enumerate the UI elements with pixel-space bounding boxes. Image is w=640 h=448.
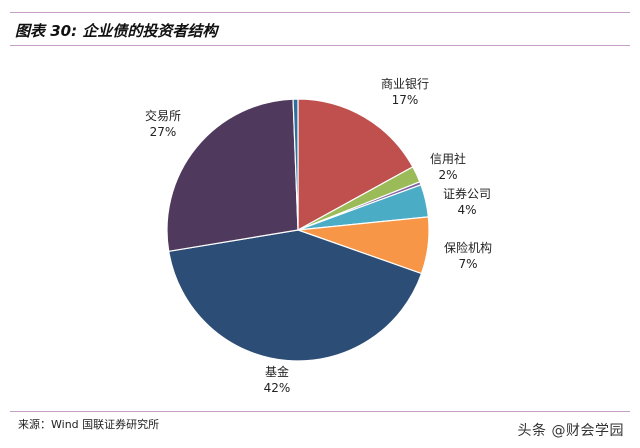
source-note: 来源：Wind 国联证券研究所 (18, 418, 160, 431)
label-securities-firms-name: 证券公司 (442, 187, 491, 201)
pie-slice-funds (168, 229, 423, 362)
pie-slice-exchange (166, 98, 299, 252)
label-commercial-banks-pct: 17% (391, 93, 419, 107)
label-insurers-name: 保险机构 (443, 241, 492, 255)
label-funds-name: 基金 (264, 365, 289, 379)
top-rule (10, 12, 630, 13)
label-funds: 基金 42% (252, 364, 302, 396)
label-insurers: 保险机构 7% (433, 240, 503, 272)
label-exchange-pct: 27% (149, 125, 177, 139)
title-rule (10, 45, 630, 46)
label-funds-pct: 42% (263, 381, 291, 395)
label-credit-unions: 信用社 2% (423, 151, 473, 183)
label-insurers-pct: 7% (458, 257, 478, 271)
pie-slice-commercial-banks (297, 98, 414, 232)
label-commercial-banks: 商业银行 17% (370, 76, 440, 108)
label-credit-unions-pct: 2% (438, 168, 458, 182)
label-exchange-name: 交易所 (144, 109, 181, 123)
label-credit-unions-name: 信用社 (429, 152, 466, 166)
label-exchange: 交易所 27% (133, 108, 193, 140)
label-commercial-banks-name: 商业银行 (380, 77, 429, 91)
pie-slice-other-thin (292, 98, 299, 231)
watermark: 头条 @财会学园 (517, 423, 624, 439)
bottom-rule (10, 411, 630, 412)
figure-title: 图表 30: 企业债的投资者结构 (15, 22, 218, 40)
label-securities-firms: 证券公司 4% (433, 186, 501, 218)
pie-slices (166, 98, 430, 362)
label-securities-firms-pct: 4% (457, 203, 477, 217)
